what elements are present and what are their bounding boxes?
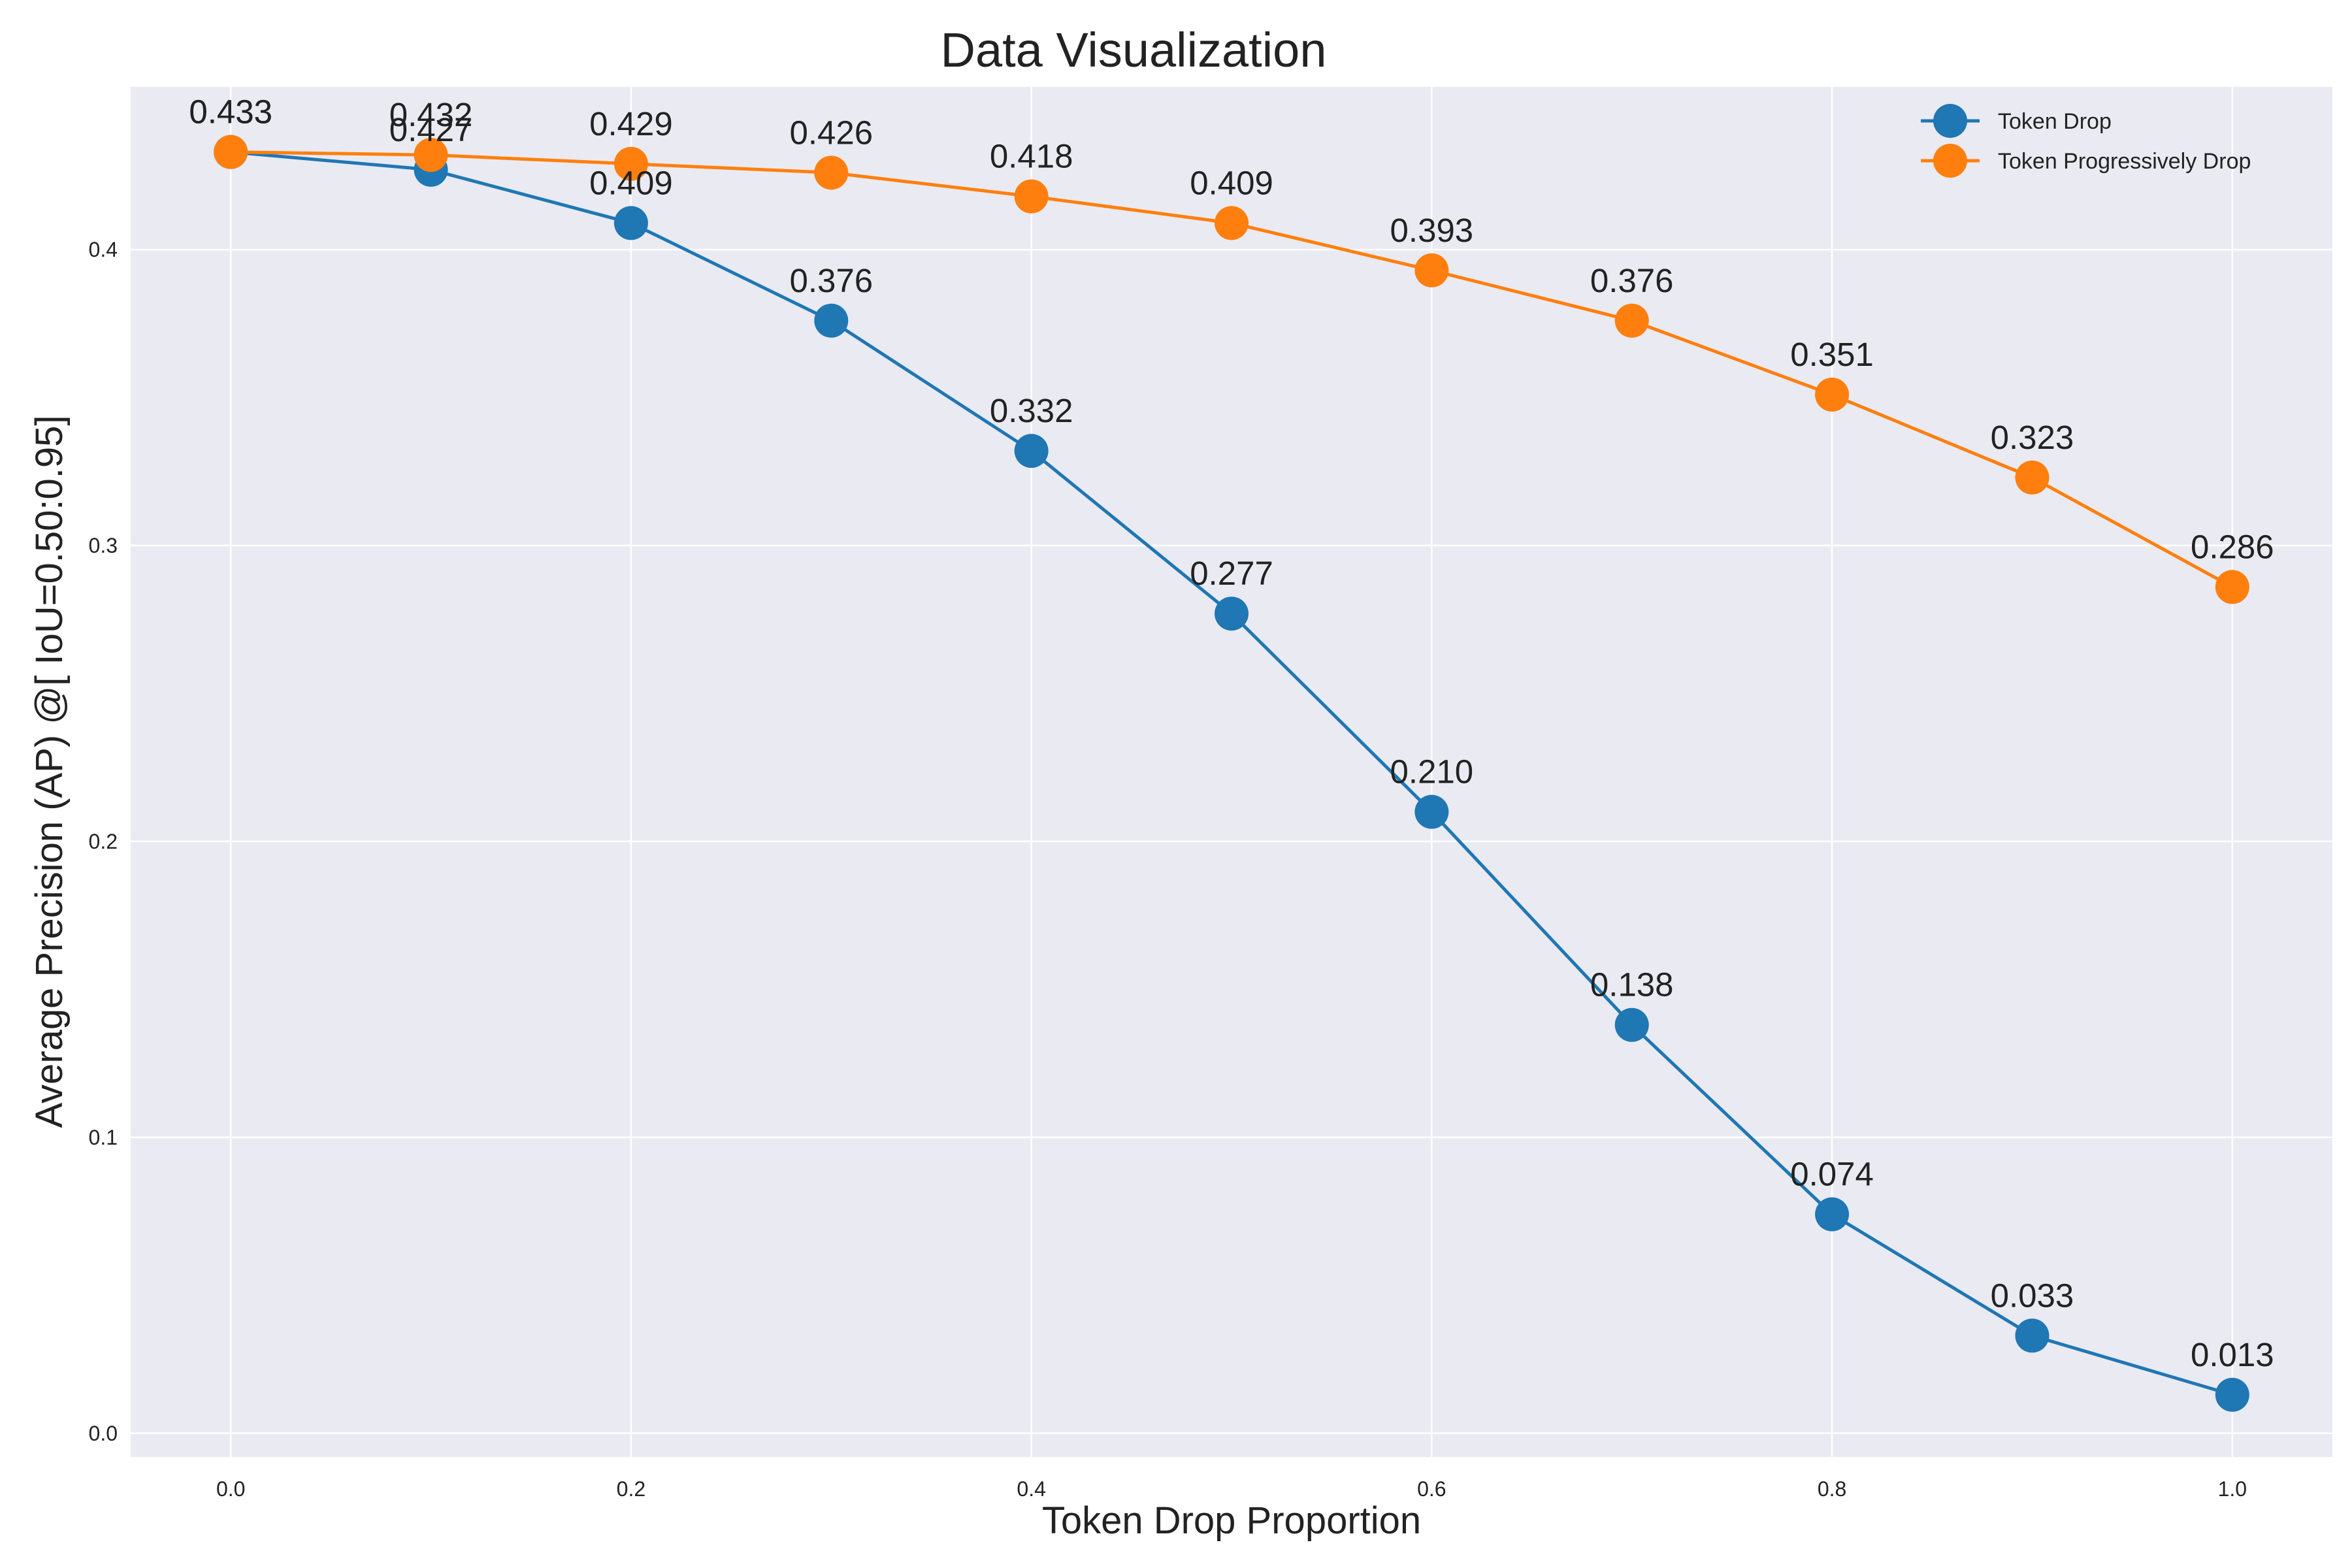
x-axis-title: Token Drop Proportion xyxy=(1042,1499,1421,1542)
legend-marker xyxy=(1933,144,1967,178)
data-point-token-progressively-drop xyxy=(613,146,648,181)
chart-title: Data Visualization xyxy=(941,23,1327,77)
data-label-token-drop: 0.433 xyxy=(189,93,272,131)
data-point-token-progressively-drop xyxy=(414,138,448,172)
data-point-token-progressively-drop xyxy=(2015,460,2050,495)
data-label-token-drop: 0.277 xyxy=(1190,555,1273,592)
data-labels: 0.433 0.427 0.409 0.376 0.332 0.277 0.210 0.138… xyxy=(189,93,2274,1373)
tick-labels: 0.0 0.2 0.4 0.6 0.8 1.0 0.0 0.1 0.2 0.3 0.4 xyxy=(89,238,2247,1501)
y-tick-label: 0.3 xyxy=(89,534,118,557)
data-label-token-progressively-drop: 0.286 xyxy=(2191,528,2274,565)
data-point-token-progressively-drop xyxy=(1014,179,1049,214)
data-point-token-drop xyxy=(2015,1318,2050,1353)
data-point-token-progressively-drop xyxy=(2215,570,2249,604)
data-label-token-drop: 0.210 xyxy=(1390,753,1474,791)
data-label-token-drop: 0.138 xyxy=(1590,966,1674,1004)
data-label-token-drop: 0.013 xyxy=(2191,1336,2274,1373)
y-tick-label: 0.2 xyxy=(89,830,118,853)
data-point-token-drop xyxy=(1014,434,1049,468)
x-tick-label: 0.6 xyxy=(1417,1477,1446,1501)
x-tick-label: 0.2 xyxy=(617,1477,645,1501)
series-group xyxy=(214,135,2249,1412)
data-point-token-drop xyxy=(814,303,849,338)
data-label-token-progressively-drop: 0.393 xyxy=(1390,212,1474,249)
data-label-token-drop: 0.427 xyxy=(389,111,473,148)
legend-label: Token Progressively Drop xyxy=(1998,149,2251,174)
data-point-token-progressively-drop xyxy=(1815,378,1850,412)
grid-lines xyxy=(131,87,2332,1457)
data-label-token-drop: 0.033 xyxy=(1991,1277,2074,1314)
data-label-token-progressively-drop: 0.426 xyxy=(789,114,873,151)
legend-item-token-progressively-drop: Token Progressively Drop xyxy=(1921,144,2251,178)
data-point-token-progressively-drop xyxy=(214,135,248,169)
x-tick-label: 0.4 xyxy=(1017,1477,1045,1501)
data-point-token-drop xyxy=(1614,1007,1649,1042)
data-point-token-progressively-drop xyxy=(1414,253,1449,287)
data-label-token-drop: 0.376 xyxy=(789,262,873,299)
data-label-token-drop: 0.409 xyxy=(589,164,673,201)
plot-background xyxy=(131,87,2332,1457)
data-label-token-progressively-drop: 0.376 xyxy=(1590,262,1674,299)
legend-marker xyxy=(1933,104,1967,138)
data-point-token-drop xyxy=(1815,1197,1850,1232)
legend-label: Token Drop xyxy=(1998,109,2112,134)
data-label-token-drop: 0.332 xyxy=(990,392,1073,429)
data-label-token-progressively-drop: 0.433 xyxy=(189,93,272,131)
data-point-token-drop xyxy=(2215,1377,2249,1412)
data-label-token-progressively-drop: 0.323 xyxy=(1991,419,2074,456)
data-point-token-progressively-drop xyxy=(1614,303,1649,338)
data-point-token-drop xyxy=(613,206,648,240)
legend-item-token-drop: Token Drop xyxy=(1921,104,2112,138)
data-point-token-progressively-drop xyxy=(1215,206,1249,240)
data-point-token-drop xyxy=(1414,794,1449,829)
data-label-token-progressively-drop: 0.429 xyxy=(589,105,673,142)
data-point-token-progressively-drop xyxy=(814,155,849,190)
series-token-progressively-drop xyxy=(214,135,2249,604)
data-label-token-progressively-drop: 0.432 xyxy=(389,96,473,133)
x-tick-label: 1.0 xyxy=(2218,1477,2247,1501)
y-axis-title: Average Precision (AP) @[ IoU=0.50:0.95] xyxy=(28,415,71,1128)
y-tick-label: 0.0 xyxy=(89,1422,118,1445)
y-tick-label: 0.1 xyxy=(89,1126,118,1149)
data-point-token-drop xyxy=(1215,596,1249,631)
data-label-token-progressively-drop: 0.418 xyxy=(990,138,1073,175)
data-label-token-progressively-drop: 0.409 xyxy=(1190,164,1273,201)
x-tick-label: 0.8 xyxy=(1818,1477,1846,1501)
data-label-token-drop: 0.074 xyxy=(1790,1156,1874,1193)
x-tick-label: 0.0 xyxy=(216,1477,245,1501)
legend: Token Drop Token Progressively Drop xyxy=(1921,104,2251,178)
data-label-token-progressively-drop: 0.351 xyxy=(1790,336,1874,373)
y-tick-label: 0.4 xyxy=(89,238,118,261)
